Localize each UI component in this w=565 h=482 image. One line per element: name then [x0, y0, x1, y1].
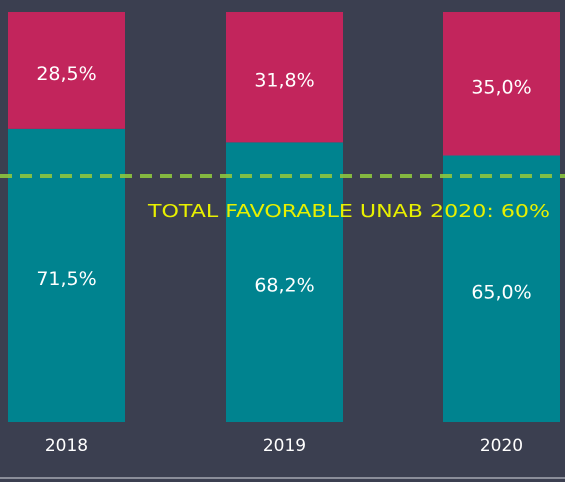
x-tick-label: 2020 — [480, 436, 523, 456]
data-label: 31,8% — [254, 70, 314, 92]
data-label: 68,2% — [254, 275, 314, 297]
bar-segment — [443, 12, 560, 156]
bar-segment — [443, 155, 560, 422]
bar-segment — [8, 12, 125, 129]
data-label: 35,0% — [471, 76, 531, 98]
bar-segment — [226, 12, 343, 143]
annotation: TOTAL FAVORABLE UNAB 2020: 60% — [147, 201, 550, 222]
data-label: 28,5% — [36, 63, 96, 85]
bar-segment — [226, 142, 343, 422]
x-tick-label: 2019 — [263, 436, 306, 456]
data-label: 71,5% — [36, 268, 96, 290]
x-tick-label: 2018 — [45, 436, 88, 456]
data-label: 65,0% — [471, 281, 531, 303]
